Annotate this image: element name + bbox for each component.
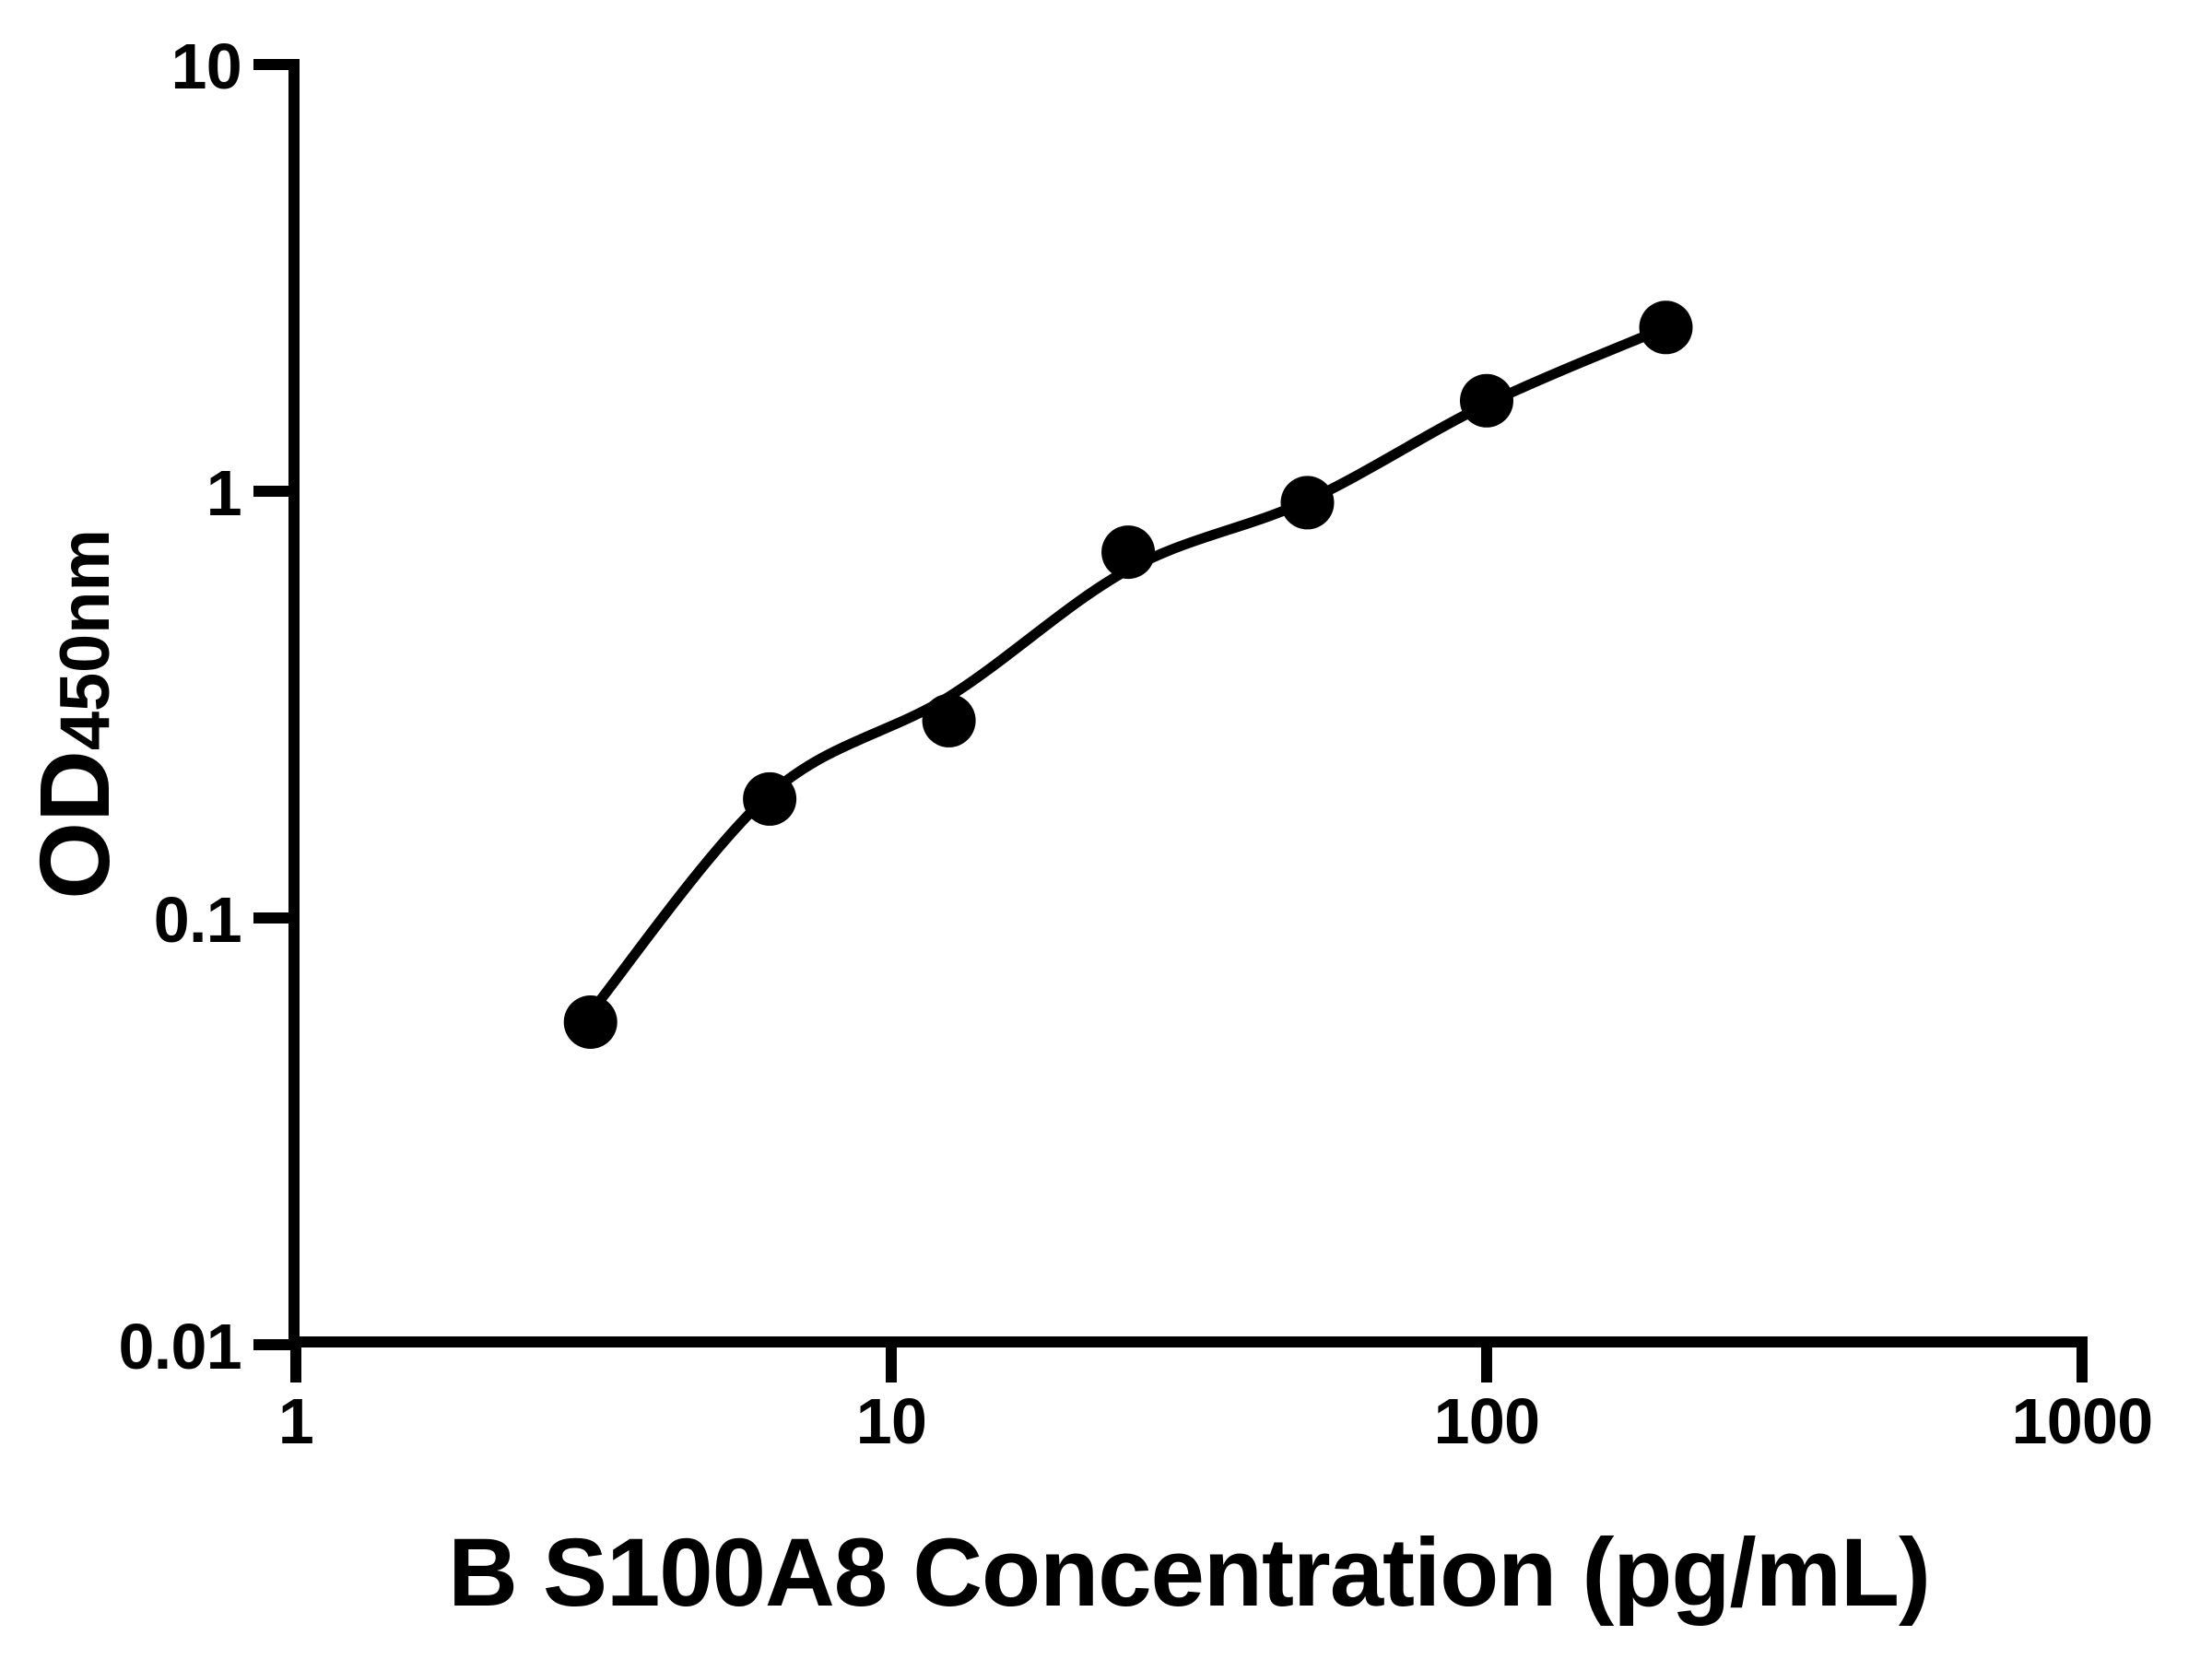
y-tick-label: 10: [171, 30, 241, 102]
data-point: [743, 771, 797, 826]
x-tick-label: 1: [278, 1385, 313, 1457]
x-tick-label: 100: [1434, 1385, 1540, 1457]
data-point: [1280, 476, 1335, 530]
data-point: [1101, 525, 1156, 580]
y-axis-title-subscript: 450nm: [46, 529, 124, 750]
data-point: [1460, 373, 1513, 428]
data-point: [922, 693, 976, 747]
data-point: [563, 995, 618, 1049]
y-tick-label: 1: [206, 457, 241, 529]
x-axis-title: B S100A8 Concentration (pg/mL): [448, 1519, 1930, 1627]
y-axis-title: OD450nm: [18, 529, 130, 900]
y-tick-label: 0.1: [154, 884, 241, 956]
data-point: [1639, 300, 1693, 355]
x-tick-label: 1000: [2012, 1385, 2153, 1457]
y-tick-label: 0.01: [119, 1311, 241, 1382]
y-axis-title-main: OD: [18, 750, 130, 900]
x-tick-label: 10: [856, 1385, 926, 1457]
fit-curve: [585, 322, 1671, 1018]
